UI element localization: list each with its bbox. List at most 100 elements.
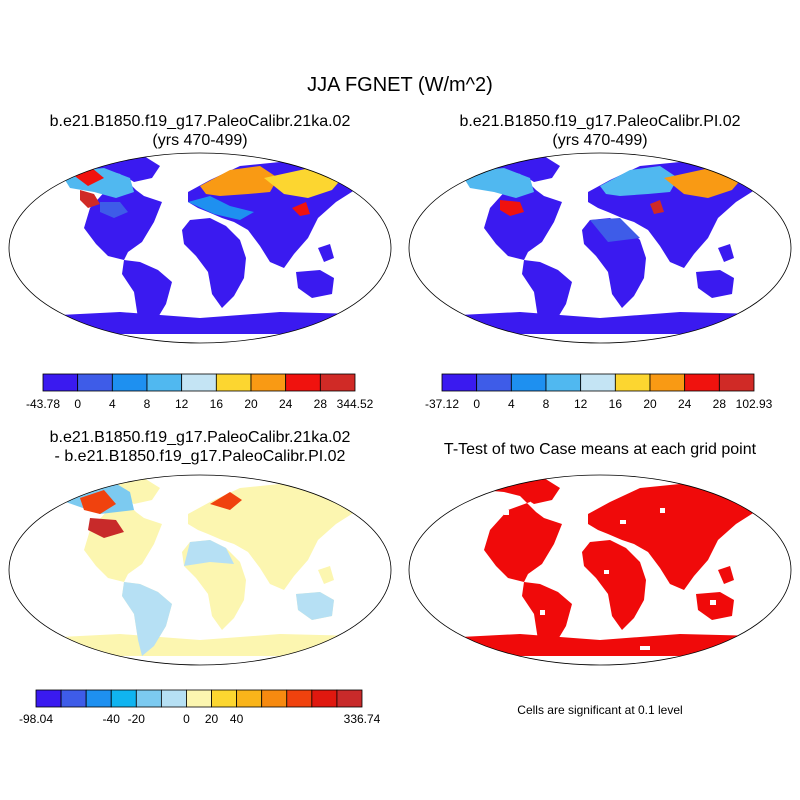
colorbar-swatch-case1-6: [250, 373, 287, 392]
colorbar-swatch-case2-8: [718, 373, 755, 392]
gap-ttest-3: [620, 520, 626, 524]
colorbar-swatch-case1-8: [319, 373, 356, 392]
colorbar-label-case1-1: 0: [74, 397, 81, 411]
colorbar-swatch-diff-4: [135, 689, 162, 708]
colorbar-swatch-diff-10: [286, 689, 313, 708]
colorbar-label-case2-5: 16: [609, 397, 623, 411]
panel-title-case2-line2: (yrs 470-499): [552, 132, 648, 149]
colorbar-label-case2-4: 12: [574, 397, 588, 411]
colorbar-label-case1-2: 4: [109, 397, 116, 411]
map-outline-case1: [8, 152, 392, 344]
colorbar-label-case2-7: 24: [678, 397, 692, 411]
colorbar-label-diff-3: -20: [128, 712, 146, 726]
colorbar-swatch-diff-8: [236, 689, 263, 708]
colorbar-swatch-case1-0: [42, 373, 79, 392]
colorbar-label-case2-9: 102.93: [736, 397, 773, 411]
colorbar-label-diff-0: -98.04: [19, 712, 53, 726]
map-panel-case1: [8, 152, 392, 344]
map-panel-ttest: [408, 474, 792, 666]
colorbar-swatch-case2-3: [545, 373, 582, 392]
colorbar-swatch-diff-1: [60, 689, 87, 708]
colorbar-label-diff-8: 336.74: [344, 712, 381, 726]
colorbar-label-diff-5: 20: [205, 712, 219, 726]
panel-title-diff-line1: b.e21.B1850.f19_g17.PaleoCalibr.21ka.02: [49, 429, 351, 446]
gap-ttest-6: [710, 600, 716, 605]
colorbar-label-diff-4: 0: [183, 712, 190, 726]
colorbars: -43.78 0 4 8 12 16 20 24 28 344.52 -37.12 0 4 8 12 16 20…: [19, 373, 773, 726]
region-case2-sahara: [590, 218, 640, 242]
colorbar-swatch-diff-12: [336, 689, 363, 708]
colorbar-label-case2-1: 0: [473, 397, 480, 411]
gap-ttest-5: [604, 570, 609, 574]
panel-title-case2-line1: b.e21.B1850.f19_g17.PaleoCalibr.PI.02: [459, 113, 741, 130]
gap-ttest-2: [504, 510, 509, 515]
region-case1-midlat: [188, 196, 254, 220]
significance-note: Cells are significant at 0.1 level: [517, 703, 683, 717]
colorbar-swatch-diff-5: [160, 689, 187, 708]
map-panel-case2: [408, 152, 792, 344]
colorbar-swatch-case1-1: [77, 373, 113, 392]
map-outline-case2: [408, 152, 792, 344]
colorbar-label-case2-2: 4: [508, 397, 515, 411]
panel-title-case2: b.e21.B1850.f19_g17.PaleoCalibr.PI.02 (y…: [400, 112, 800, 150]
colorbar-swatch-diff-0: [35, 689, 62, 708]
panel-title-case1-line2: (yrs 470-499): [152, 132, 248, 149]
region-diff-samerica: [122, 582, 172, 656]
colorbar-swatch-diff-9: [261, 689, 288, 708]
region-diff-us: [88, 518, 124, 538]
colorbar-swatch-diff-2: [85, 689, 112, 708]
region-diff-scandinavia: [210, 492, 242, 510]
colorbar-swatch-case2-4: [580, 373, 616, 392]
region-case1-eurasia: [200, 166, 278, 196]
region-diff-sahara: [184, 540, 234, 566]
region-case2-caspian: [650, 200, 664, 214]
colorbar-swatch-case2-1: [476, 373, 512, 392]
colorbar-label-case1-8: 28: [314, 397, 328, 411]
panel-title-diff: b.e21.B1850.f19_g17.PaleoCalibr.21ka.02 …: [0, 428, 400, 466]
colorbar-swatch-case2-5: [614, 373, 651, 392]
colorbar-swatch-case1-3: [146, 373, 183, 392]
panel-title-diff-line2: - b.e21.B1850.f19_g17.PaleoCalibr.PI.02: [54, 448, 346, 465]
region-case1-us: [100, 202, 128, 218]
colorbar-label-diff-2: -40: [103, 712, 121, 726]
colorbar-label-case2-0: -37.12: [425, 397, 459, 411]
panel-title-ttest: T-Test of two Case means at each grid po…: [400, 440, 800, 459]
region-case2-canada: [460, 168, 534, 198]
region-case1-tibet: [292, 202, 310, 216]
colorbar-swatch-diff-6: [186, 689, 212, 708]
region-case2-us: [500, 200, 524, 216]
colorbar-swatch-case1-4: [181, 373, 217, 392]
gap-ttest-7: [540, 610, 545, 615]
region-diff-australia: [296, 592, 334, 620]
panel-title-ttest-line1: T-Test of two Case means at each grid po…: [443, 441, 757, 458]
gap-ttest-8: [640, 646, 650, 650]
gap-ttest-4: [660, 508, 665, 513]
colorbar-swatch-case2-0: [441, 373, 478, 392]
colorbar-label-case1-7: 24: [279, 397, 293, 411]
colorbar-label-case1-4: 12: [175, 397, 189, 411]
colorbar-swatch-diff-7: [211, 689, 238, 708]
region-diff-icesheet: [80, 490, 116, 514]
colorbar-swatch-case1-5: [215, 373, 252, 392]
region-case1-laurentide: [80, 190, 100, 208]
region-case2-europe: [600, 166, 678, 196]
colorbar-label-case2-8: 28: [713, 397, 727, 411]
colorbar-label-case2-6: 20: [643, 397, 657, 411]
panel-title-case1-line1: b.e21.B1850.f19_g17.PaleoCalibr.21ka.02: [49, 113, 351, 130]
colorbar-swatch-case2-2: [510, 373, 547, 392]
colorbar-label-case2-3: 8: [543, 397, 550, 411]
map-outline-ttest: [408, 474, 792, 666]
colorbar-label-case1-6: 20: [244, 397, 258, 411]
colorbar-swatch-diff-11: [311, 689, 338, 708]
map-outline-diff: [8, 474, 392, 666]
colorbar-swatch-case2-6: [649, 373, 686, 392]
panel-title-case1: b.e21.B1850.f19_g17.PaleoCalibr.21ka.02 …: [0, 112, 400, 150]
colorbar-swatch-case1-2: [111, 373, 148, 392]
gap-ttest-1: [480, 500, 486, 504]
colorbar-label-case1-9: 344.52: [337, 397, 374, 411]
figure-title: JJA FGNET (W/m^2): [307, 74, 493, 96]
map-panel-diff: [8, 474, 392, 666]
colorbar-label-case1-0: -43.78: [26, 397, 60, 411]
colorbar-label-case1-5: 16: [210, 397, 224, 411]
